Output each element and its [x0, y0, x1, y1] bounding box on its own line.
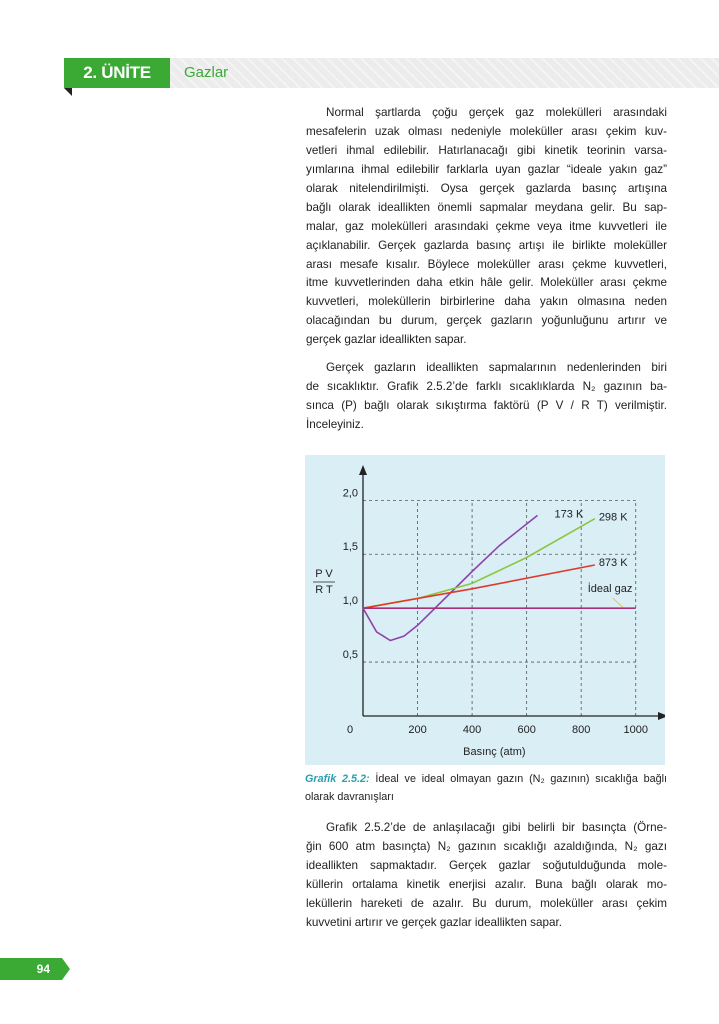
- text-line: ğin 600 atm basınçta) N₂ gazının sıcaklı…: [306, 839, 667, 853]
- page-number-tab: 94: [0, 958, 70, 980]
- paragraph: Normal şartlarda çoğu gerçek gaz molekül…: [306, 104, 667, 350]
- paragraph: Grafik 2.5.2’de de anlaşılacağı gibi bel…: [306, 819, 667, 933]
- series-label: 873 K: [599, 557, 628, 569]
- caption-text: İdeal ve ideal olmayan gazın (N₂ gazının…: [305, 773, 668, 803]
- text-line: Normal şartlarda çoğu gerçek gaz molekül…: [326, 106, 667, 119]
- text-line: de sıcaklıktır. Grafik 2.5.2’de farklı s…: [306, 379, 667, 393]
- y-axis-label-numerator: P V: [315, 568, 333, 580]
- text-line: açıklanabilir. Gerçek gazlarda basınç ar…: [306, 238, 667, 252]
- text-line: olacağından bu durum, gerçek gazların yo…: [306, 314, 667, 328]
- y-tick-label: 0,5: [343, 649, 358, 661]
- unit-title: Gazlar: [184, 64, 229, 81]
- series-line: [362, 564, 595, 609]
- text-line: sınca (P) bağlı olarak sıkıştırma faktör…: [306, 398, 667, 412]
- y-tick-label: 2,0: [343, 487, 358, 499]
- text-line: bağlı olarak ideallikten önemli sapmalar…: [306, 200, 667, 214]
- x-tick-label: 600: [517, 724, 535, 736]
- y-axis-label-denominator: R T: [315, 584, 333, 596]
- y-tick-label: 1,0: [343, 595, 358, 607]
- series-label: İdeal gaz: [588, 582, 633, 595]
- text-line: olarak nitelendirilmişti. Oysa gerçek ga…: [306, 181, 667, 195]
- page-number: 94: [37, 962, 51, 976]
- paragraph: Gerçek gazların ideallikten sapmalarının…: [306, 359, 667, 435]
- y-tick-label: 1,5: [343, 541, 358, 553]
- label-pointer: [612, 597, 624, 608]
- text-line: itme kuvvetlerinden daha etkin hâle geli…: [306, 276, 667, 290]
- chart: 0,5 1,0 1,5 2,0 0 200 400 600 800 1000 Basınç (atm…: [305, 455, 665, 765]
- x-tick-label: 800: [572, 724, 590, 736]
- text-line: ideallikten sapmaktadır. Gerçek gazlar s…: [306, 858, 667, 872]
- text-line: mesafelerin uzak olması nedeniyle molekü…: [306, 124, 667, 138]
- x-tick-label: 0: [347, 724, 353, 736]
- x-axis-label: Basınç (atm): [463, 746, 525, 758]
- x-tick-label: 1000: [623, 724, 647, 736]
- x-axis-arrow: [658, 712, 665, 720]
- text-line: yımlarına ihmal edilebilir farklarla uya…: [306, 162, 667, 176]
- text-line: Grafik 2.5.2’de de anlaşılacağı gibi bel…: [326, 821, 667, 834]
- caption-label: Grafik 2.5.2:: [305, 773, 370, 785]
- text-line: kuvvetleri, moleküllerin birbirlerine da…: [306, 295, 667, 309]
- series-line: [362, 514, 538, 642]
- text-line: Gerçek gazların ideallikten sapmalarının…: [326, 361, 667, 374]
- text-line: leküllerin hareketi de azalır. Bu durum,…: [306, 896, 667, 910]
- chart-background: [305, 455, 665, 765]
- unit-tab: 2. ÜNİTE: [64, 58, 170, 88]
- text-line: arası mesafe kısalır. Böylece moleküller…: [306, 257, 667, 271]
- text-line: kuvvetini artırır ve gerçek gazlar ideal…: [306, 915, 562, 929]
- text-line: malar, gaz molekülleri arasındaki çekme …: [306, 219, 667, 233]
- series-label: 298 K: [599, 512, 628, 524]
- text-line: İnceleyiniz.: [306, 417, 364, 431]
- text-line: vetleri ihmal edilebilir. Hatırlanacağı …: [306, 143, 667, 157]
- y-axis-arrow: [359, 465, 367, 475]
- text-line: küllerin ortalama kinetik enerjisi azalı…: [306, 877, 667, 891]
- x-tick-label: 400: [463, 724, 481, 736]
- tab-fold: [64, 88, 72, 96]
- series-label: 173 K: [555, 508, 584, 520]
- header-band: [64, 58, 719, 88]
- x-tick-label: 200: [408, 724, 426, 736]
- figure-caption: Grafik 2.5.2: İdeal ve ideal olmayan gaz…: [305, 770, 667, 806]
- text-line: gerçek gazlar ideallikten sapar.: [306, 333, 467, 347]
